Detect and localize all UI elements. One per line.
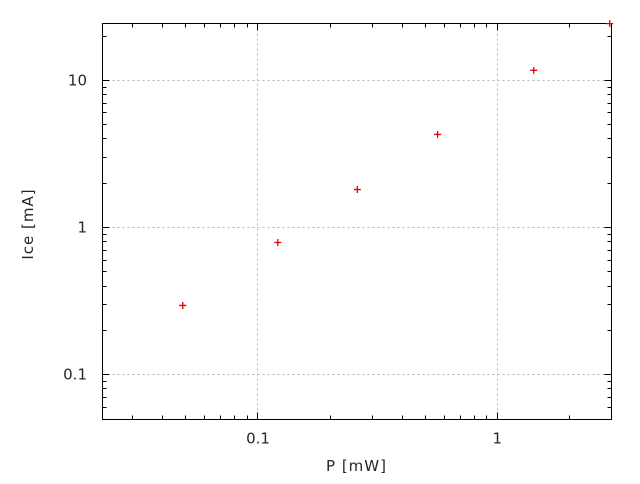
plot-border bbox=[102, 23, 612, 420]
y-tick-label: 0.1 bbox=[63, 366, 87, 384]
data-series bbox=[179, 20, 614, 309]
tick-layer bbox=[102, 23, 612, 420]
x-tick-label: 0.1 bbox=[246, 430, 270, 448]
y-tick-label: 10 bbox=[68, 71, 87, 89]
y-axis-label: Ice [mA] bbox=[19, 188, 37, 259]
data-point-marker bbox=[353, 186, 361, 194]
y-tick-label: 1 bbox=[77, 218, 87, 236]
x-tick-label: 1 bbox=[493, 430, 503, 448]
grid-layer bbox=[102, 23, 612, 420]
data-point-marker bbox=[179, 301, 187, 309]
x-axis-label: P [mW] bbox=[326, 457, 387, 475]
data-point-marker bbox=[606, 20, 614, 28]
tick-label-layer: 0.1 1 0.1 1 10 bbox=[63, 71, 502, 447]
data-point-marker bbox=[274, 239, 282, 247]
data-point-marker bbox=[434, 130, 442, 138]
data-point-marker bbox=[530, 66, 538, 74]
